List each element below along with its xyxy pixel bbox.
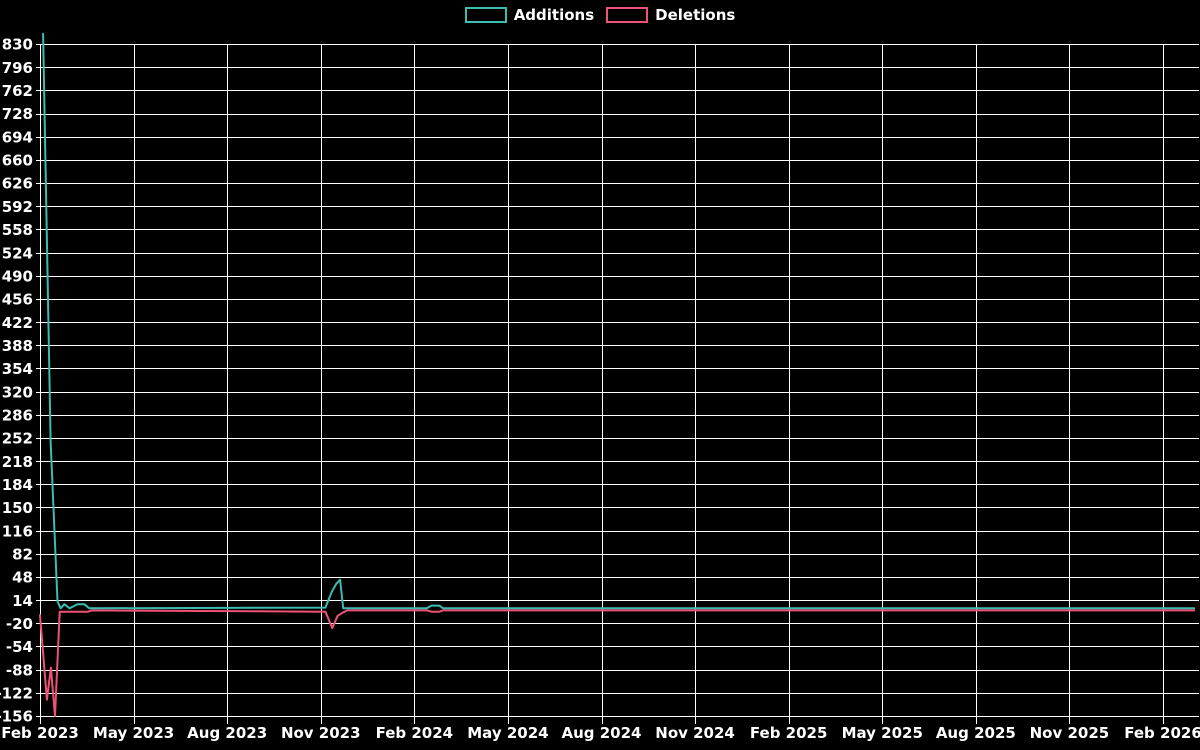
y-tick-label: 694	[2, 128, 33, 146]
y-tick-label: 320	[2, 383, 33, 401]
y-tick-label: 592	[2, 198, 33, 216]
y-tick-label: 150	[2, 499, 33, 517]
y-tick-label: 558	[2, 221, 33, 239]
y-tick-label: 116	[2, 522, 33, 540]
additions-line	[42, 32, 1196, 610]
x-tick-label: Nov 2024	[655, 724, 735, 742]
y-tick-label: 762	[2, 82, 33, 100]
deletions-legend-label: Deletions	[655, 5, 736, 24]
additions-legend-swatch	[464, 7, 507, 23]
x-tick-label: Aug 2024	[562, 724, 642, 742]
y-tick-label: 252	[2, 430, 33, 448]
y-tick-label: -88	[6, 661, 33, 679]
y-tick-label: 14	[12, 592, 33, 610]
legend-item-deletions[interactable]: Deletions	[606, 7, 735, 23]
deletions-legend-swatch	[606, 7, 649, 23]
x-tick-label: Feb 2024	[376, 724, 454, 742]
deletions-line	[39, 609, 1196, 717]
x-tick-label: May 2024	[467, 724, 548, 742]
y-tick-label: 490	[2, 267, 33, 285]
y-tick-label: -156	[0, 708, 33, 726]
x-tick-label: Nov 2025	[1030, 724, 1110, 742]
y-tick-label: 796	[2, 59, 33, 77]
y-tick-label: 626	[2, 175, 33, 193]
x-tick-label: Aug 2025	[936, 724, 1016, 742]
x-tick-label: Feb 2025	[750, 724, 828, 742]
y-tick-label: 82	[12, 545, 33, 563]
y-tick-label: 354	[2, 360, 33, 378]
chart-legend: Additions Deletions	[0, 7, 1200, 23]
y-tick-label: -122	[0, 685, 33, 703]
x-tick-label: May 2025	[842, 724, 923, 742]
x-tick-label: Nov 2023	[281, 724, 361, 742]
y-tick-label: 184	[2, 476, 33, 494]
y-tick-label: 388	[2, 337, 33, 355]
y-tick-label: 422	[2, 314, 33, 332]
y-tick-label: 286	[2, 406, 33, 424]
y-tick-label: 660	[2, 152, 33, 170]
x-tick-label: Feb 2023	[1, 724, 79, 742]
legend-item-additions[interactable]: Additions	[464, 5, 595, 24]
y-tick-label: 218	[2, 453, 33, 471]
y-tick-label: 456	[2, 291, 33, 309]
y-tick-label: -20	[6, 615, 33, 633]
y-tick-label: 728	[2, 105, 33, 123]
y-tick-label: -54	[6, 638, 33, 656]
y-tick-label: 830	[2, 36, 33, 54]
x-tick-label: May 2023	[93, 724, 174, 742]
y-tick-label: 524	[2, 244, 33, 262]
additions-legend-label: Additions	[513, 5, 595, 24]
x-tick-label: Aug 2023	[187, 724, 267, 742]
x-tick-label: Feb 2026	[1124, 724, 1200, 742]
y-tick-label: 48	[12, 569, 33, 587]
